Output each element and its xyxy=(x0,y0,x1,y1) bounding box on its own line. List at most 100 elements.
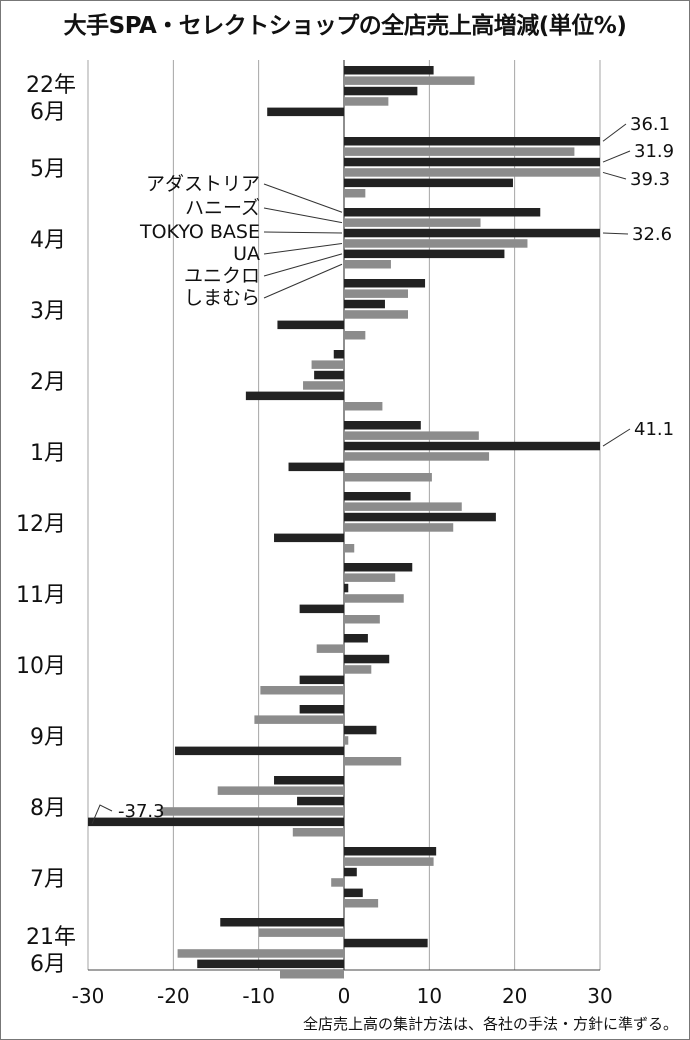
bar xyxy=(344,583,349,593)
y-category-label: 1月 xyxy=(30,441,66,466)
bar xyxy=(220,918,344,927)
y-category-label: 6月 xyxy=(30,100,66,125)
bar xyxy=(344,473,432,482)
y-category-label: 3月 xyxy=(30,299,66,324)
bar xyxy=(88,817,344,827)
bar xyxy=(344,867,357,877)
bar xyxy=(299,705,344,714)
x-tick-label: 0 xyxy=(338,984,351,1008)
bar xyxy=(344,654,390,664)
bar xyxy=(344,938,428,948)
callout-line xyxy=(602,171,627,180)
bar xyxy=(177,949,344,958)
legend-leader-line xyxy=(263,231,343,234)
legend-leader-line xyxy=(263,263,343,299)
x-tick-label: 10 xyxy=(417,984,442,1008)
bar xyxy=(344,502,462,511)
bar xyxy=(292,828,344,837)
x-tick-label: 30 xyxy=(587,984,612,1008)
bar xyxy=(344,260,391,269)
value-label: 36.1 xyxy=(630,114,670,135)
callout-line xyxy=(602,428,631,447)
legend-leader-line xyxy=(263,242,343,255)
legend-label: TOKYO BASE xyxy=(139,221,260,243)
legend-leader-line xyxy=(263,253,343,277)
footnote: 全店売上高の集計方法は、各社の手法・方針に準ずる。 xyxy=(302,1015,678,1033)
x-tick-label: -10 xyxy=(242,984,275,1008)
bar xyxy=(299,675,344,685)
bar xyxy=(303,381,344,390)
bar xyxy=(344,289,408,298)
legend-leader-line xyxy=(263,183,343,213)
y-category-label: 21年 xyxy=(26,925,76,950)
bar xyxy=(314,370,344,380)
bar xyxy=(344,86,418,96)
y-category-label: 9月 xyxy=(30,725,66,750)
bar xyxy=(344,331,366,340)
bar xyxy=(297,796,344,806)
bar xyxy=(344,512,496,522)
legend-label: UA xyxy=(233,243,260,265)
bar xyxy=(344,157,600,167)
bar xyxy=(344,452,490,461)
y-category-label: 5月 xyxy=(30,157,66,182)
bar xyxy=(344,757,402,766)
bar xyxy=(344,168,600,177)
value-label: 41.1 xyxy=(634,419,674,440)
legend-label: ユニクロ xyxy=(184,265,260,287)
bar xyxy=(267,107,344,117)
bar xyxy=(344,76,475,85)
y-category-label: 11月 xyxy=(16,583,66,608)
bar xyxy=(344,66,434,75)
bar xyxy=(344,857,434,866)
bar xyxy=(274,776,344,785)
x-tick-label: -20 xyxy=(157,984,190,1008)
value-label: 32.6 xyxy=(632,224,672,245)
y-category-label: 6月 xyxy=(30,952,66,977)
bar xyxy=(344,421,421,430)
bar xyxy=(344,218,481,227)
bar xyxy=(197,959,344,969)
bar xyxy=(344,441,600,451)
bar xyxy=(344,249,505,259)
bar xyxy=(160,807,344,816)
callout-line xyxy=(602,150,631,163)
bar xyxy=(344,615,380,624)
y-category-label: 4月 xyxy=(30,228,66,253)
bar xyxy=(344,178,513,188)
bar xyxy=(344,228,600,238)
bar xyxy=(274,533,344,543)
bar xyxy=(344,137,600,146)
bar xyxy=(344,310,408,319)
bar xyxy=(344,563,413,572)
value-label: 39.3 xyxy=(630,169,670,190)
bar xyxy=(344,279,426,288)
bar xyxy=(311,360,344,369)
legend-label: ハニーズ xyxy=(185,197,260,219)
legend-label: しまむら xyxy=(184,287,260,309)
value-label: -37.3 xyxy=(118,801,165,822)
bar xyxy=(344,736,349,745)
bar xyxy=(344,189,366,198)
y-category-label: 2月 xyxy=(30,370,66,395)
bar xyxy=(260,686,344,695)
legend-label: アダストリア xyxy=(146,173,260,195)
bar xyxy=(277,320,344,330)
bar xyxy=(299,604,344,614)
chart-title: 大手SPA・セレクトショップの全店売上高増減(単位%) xyxy=(63,13,627,39)
bar xyxy=(344,888,363,898)
bar xyxy=(344,97,389,106)
bar xyxy=(344,544,355,553)
bar xyxy=(280,970,344,979)
bar xyxy=(258,928,344,937)
y-category-label: 12月 xyxy=(16,512,66,537)
bar xyxy=(344,147,575,156)
legend-leader-line xyxy=(263,207,343,224)
callout-line xyxy=(91,804,113,825)
y-category-label: 7月 xyxy=(30,867,66,892)
bar xyxy=(254,715,344,724)
y-category-label: 10月 xyxy=(16,654,66,679)
y-category-label: 8月 xyxy=(30,796,66,821)
bar xyxy=(344,431,479,440)
bar xyxy=(344,573,396,582)
